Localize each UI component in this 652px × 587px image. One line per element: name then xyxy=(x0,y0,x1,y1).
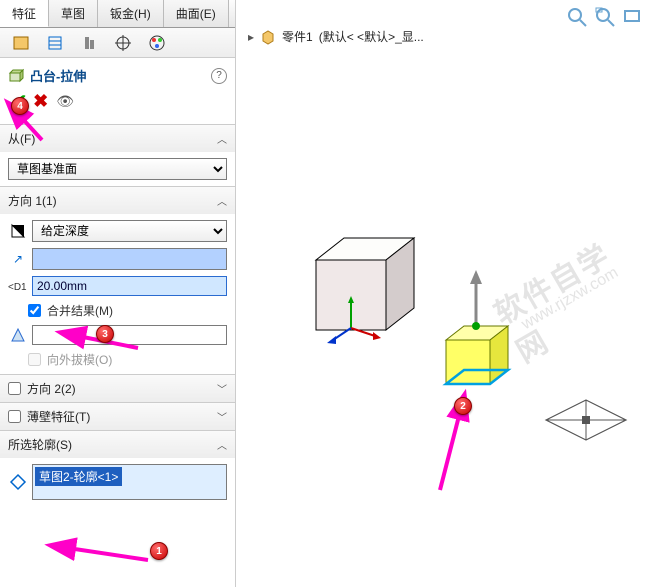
callout-1: 1 xyxy=(150,542,168,560)
callout-3: 3 xyxy=(96,325,114,343)
callout-4: 4 xyxy=(11,97,29,115)
annotation-arrows xyxy=(0,0,652,587)
callout-2: 2 xyxy=(454,397,472,415)
